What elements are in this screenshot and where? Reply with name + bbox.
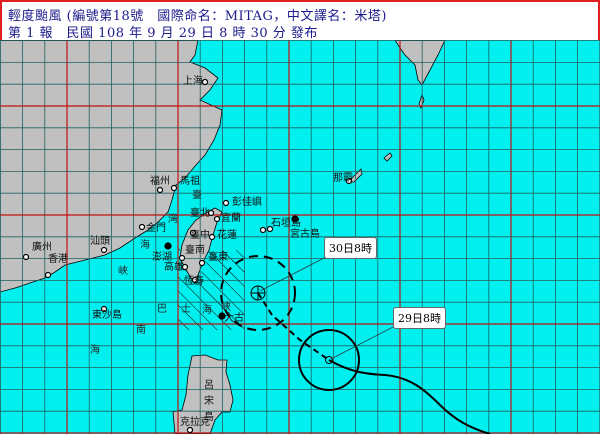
label-kinmen: 金門 xyxy=(146,223,166,234)
city-marker-icon xyxy=(22,253,30,261)
city-marker-icon xyxy=(138,223,146,231)
label-strait-3: 海 xyxy=(140,240,150,251)
label-shanghai: 上海 xyxy=(183,76,203,87)
forecast-leader-line xyxy=(259,256,327,292)
label-dagu: 大古 xyxy=(224,313,244,324)
current-leader-line xyxy=(330,325,396,360)
current-time-label: 29日8時 xyxy=(393,307,446,329)
label-taichung: 臺中 xyxy=(190,230,210,241)
hatched-warning-area xyxy=(178,240,245,330)
city-marker-icon xyxy=(189,229,197,237)
label-tainan: 臺南 xyxy=(185,245,205,256)
label-matsu: 馬祖 xyxy=(180,176,200,187)
city-marker-icon xyxy=(201,78,209,86)
typhoon-center-icon xyxy=(325,356,333,364)
label-fuzhou: 福州 xyxy=(150,176,170,187)
label-southsea-1: 南 xyxy=(136,325,146,336)
label-bashi-2: 士 xyxy=(181,304,191,315)
label-bashi-1: 巴 xyxy=(157,304,167,315)
current-radius-circle xyxy=(298,329,360,391)
city-marker-icon xyxy=(207,209,215,217)
city-marker-icon xyxy=(164,242,172,250)
label-strait-2: 灣 xyxy=(168,214,178,225)
past-track xyxy=(328,359,491,435)
city-marker-icon xyxy=(156,186,164,194)
label-taipei: 臺北 xyxy=(190,208,210,219)
forecast-radius-circle xyxy=(220,255,296,331)
city-marker-icon xyxy=(222,199,230,207)
city-marker-icon xyxy=(266,225,274,233)
label-taitung: 臺東 xyxy=(208,252,228,263)
city-marker-icon xyxy=(100,305,108,313)
label-shantou: 汕頭 xyxy=(90,236,110,247)
city-marker-icon xyxy=(213,215,221,223)
city-marker-icon xyxy=(345,177,353,185)
label-clark: 克拉克 xyxy=(180,417,210,428)
city-marker-icon xyxy=(186,426,194,434)
forecast-center-icon xyxy=(250,285,266,301)
city-marker-icon xyxy=(178,254,186,262)
city-marker-icon xyxy=(181,263,189,271)
city-marker-icon xyxy=(191,276,199,284)
city-marker-icon xyxy=(259,226,267,234)
label-strait-4: 峽 xyxy=(118,266,128,277)
city-marker-icon xyxy=(44,271,52,279)
label-hualien: 花蓮 xyxy=(217,230,237,241)
amami xyxy=(383,152,393,162)
label-guangzhou: 廣州 xyxy=(32,242,52,253)
label-penghu: 澎湖 xyxy=(152,252,172,263)
forecast-track xyxy=(257,292,330,361)
city-marker-icon xyxy=(208,233,216,241)
label-yilan: 宜蘭 xyxy=(221,213,241,224)
label-kaohsiung: 高雄 xyxy=(164,262,184,273)
label-hongkong: 香港 xyxy=(48,254,68,265)
city-marker-icon xyxy=(198,259,206,267)
label-luzon: 呂宋島 xyxy=(204,380,214,423)
label-ishigaki: 石垣島 xyxy=(271,218,301,229)
label-pengjia: 彭佳嶼 xyxy=(232,197,262,208)
issue-time: 第 1 報 民國 108 年 9 月 29 日 8 時 30 分 發布 xyxy=(8,26,318,41)
typhoon-track-map: 上海 福州 馬祖 彭佳嶼 臺北 宜蘭 臺中 花蓮 臺南 臺東 高雄 恆春 澎湖 … xyxy=(0,39,600,435)
city-marker-icon xyxy=(218,312,226,320)
lat-lon-grid xyxy=(0,40,600,434)
label-strait-1: 臺 xyxy=(192,190,202,201)
city-marker-icon xyxy=(170,184,178,192)
typhoon-title: 輕度颱風 (編號第18號 國際命名：MITAG，中文譯名：米塔) xyxy=(8,9,387,24)
label-southsea-2: 海 xyxy=(90,345,100,356)
label-bashi-3: 海 xyxy=(202,305,212,316)
forecast-time-label: 30日8時 xyxy=(324,237,377,259)
city-marker-icon xyxy=(100,246,108,254)
label-dongsha: 東沙島 xyxy=(92,310,122,321)
city-marker-icon xyxy=(291,215,299,223)
map-canvas xyxy=(0,39,600,435)
bulletin-header: 輕度颱風 (編號第18號 國際命名：MITAG，中文譯名：米塔) 第 1 報 民… xyxy=(0,0,600,41)
city-markers xyxy=(22,78,353,434)
label-miyako: 宮古島 xyxy=(290,229,320,240)
tanegashima xyxy=(418,93,425,109)
label-naha: 那霸 xyxy=(333,173,353,184)
label-hengchun: 恆春 xyxy=(184,276,204,287)
label-bashi-4: 峽 xyxy=(221,302,231,313)
